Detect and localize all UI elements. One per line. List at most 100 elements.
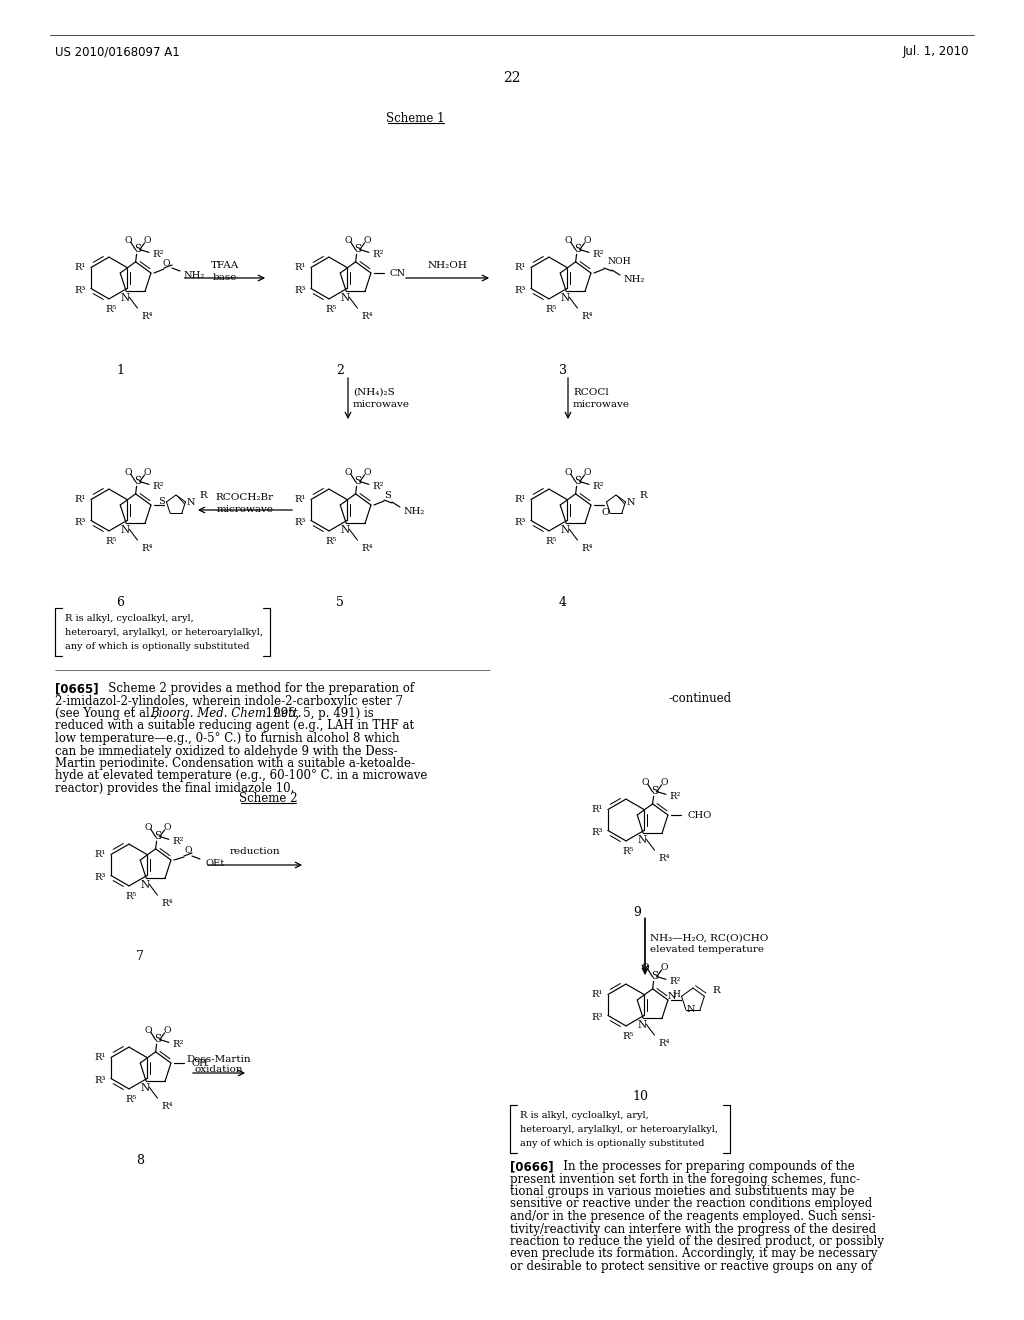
Text: 22: 22	[503, 71, 521, 84]
Text: O: O	[584, 469, 591, 478]
Text: sensitive or reactive under the reaction conditions employed: sensitive or reactive under the reaction…	[510, 1197, 872, 1210]
Text: R¹: R¹	[514, 495, 526, 504]
Text: Bioorg. Med. Chem. Lett.: Bioorg. Med. Chem. Lett.	[150, 708, 301, 719]
Text: O: O	[144, 824, 152, 833]
Text: base: base	[213, 272, 238, 281]
Text: 2-imidazol-2-ylindoles, wherein indole-2-carboxylic ester 7: 2-imidazol-2-ylindoles, wherein indole-2…	[55, 694, 403, 708]
Text: hyde at elevated temperature (e.g., 60-100° C. in a microwave: hyde at elevated temperature (e.g., 60-1…	[55, 770, 427, 783]
Text: oxidation: oxidation	[195, 1065, 244, 1074]
Text: S: S	[154, 830, 161, 841]
Text: O: O	[584, 236, 591, 246]
Text: O: O	[564, 469, 571, 478]
Text: R is alkyl, cycloalkyl, aryl,: R is alkyl, cycloalkyl, aryl,	[520, 1111, 649, 1119]
Text: Scheme 1: Scheme 1	[386, 111, 444, 124]
Text: R: R	[713, 986, 720, 995]
Text: 7: 7	[136, 950, 144, 964]
Text: R⁴: R⁴	[162, 899, 173, 908]
Text: NH₂: NH₂	[403, 507, 425, 516]
Text: S: S	[354, 475, 361, 486]
Text: R⁴: R⁴	[658, 854, 670, 863]
Text: R³: R³	[94, 1076, 105, 1085]
Text: N: N	[560, 293, 569, 304]
Text: elevated temperature: elevated temperature	[650, 945, 764, 954]
Text: reaction to reduce the yield of the desired product, or possibly: reaction to reduce the yield of the desi…	[510, 1236, 884, 1247]
Text: R²: R²	[153, 249, 164, 259]
Text: OH: OH	[191, 1059, 209, 1068]
Text: R⁵: R⁵	[125, 892, 136, 900]
Text: S: S	[154, 1034, 161, 1044]
Text: heteroaryl, arylalkyl, or heteroarylalkyl,: heteroaryl, arylalkyl, or heteroarylalky…	[520, 1125, 718, 1134]
Text: heteroaryl, arylalkyl, or heteroarylalkyl,: heteroaryl, arylalkyl, or heteroarylalky…	[65, 628, 263, 638]
Text: N: N	[638, 836, 647, 845]
Text: (see Young et al.,: (see Young et al.,	[55, 708, 161, 719]
Text: S: S	[574, 244, 582, 253]
Text: 2: 2	[336, 363, 344, 376]
Text: R⁵: R⁵	[105, 305, 117, 314]
Text: R⁵: R⁵	[546, 305, 557, 314]
Text: 1995, 5, p. 491) is: 1995, 5, p. 491) is	[262, 708, 374, 719]
Text: O: O	[163, 1027, 171, 1035]
Text: R³: R³	[514, 517, 526, 527]
Text: N: N	[186, 499, 195, 507]
Text: 3: 3	[559, 363, 567, 376]
Text: R is alkyl, cycloalkyl, aryl,: R is alkyl, cycloalkyl, aryl,	[65, 614, 194, 623]
Text: microwave: microwave	[353, 400, 410, 409]
Text: N: N	[341, 525, 349, 535]
Text: S: S	[651, 785, 658, 796]
Text: R¹: R¹	[94, 1053, 105, 1063]
Text: S: S	[134, 475, 141, 486]
Text: S: S	[385, 491, 391, 499]
Text: R²: R²	[373, 482, 384, 491]
Text: N: N	[627, 499, 635, 507]
Text: O: O	[124, 469, 132, 478]
Text: R³: R³	[295, 286, 306, 294]
Text: even preclude its formation. Accordingly, it may be necessary: even preclude its formation. Accordingly…	[510, 1247, 878, 1261]
Text: any of which is optionally substituted: any of which is optionally substituted	[65, 642, 250, 651]
Text: 4: 4	[559, 595, 567, 609]
Text: R³: R³	[75, 517, 86, 527]
Text: R: R	[639, 491, 647, 500]
Text: N: N	[140, 1084, 150, 1093]
Text: any of which is optionally substituted: any of which is optionally substituted	[520, 1139, 705, 1148]
Text: O: O	[564, 236, 571, 246]
Text: R⁴: R⁴	[141, 312, 153, 321]
Text: 10: 10	[632, 1090, 648, 1104]
Text: microwave: microwave	[573, 400, 630, 409]
Text: R²: R²	[173, 1040, 184, 1049]
Text: low temperature—e.g., 0-5° C.) to furnish alcohol 8 which: low temperature—e.g., 0-5° C.) to furnis…	[55, 733, 399, 744]
Text: CHO: CHO	[688, 810, 713, 820]
Text: microwave: microwave	[216, 504, 273, 513]
Text: R⁴: R⁴	[582, 544, 593, 553]
Text: N: N	[687, 1006, 695, 1014]
Text: CN: CN	[390, 268, 407, 277]
Text: R⁵: R⁵	[623, 847, 634, 855]
Text: reduced with a suitable reducing agent (e.g., LAH in THF at: reduced with a suitable reducing agent (…	[55, 719, 414, 733]
Text: Dess-Martin: Dess-Martin	[186, 1055, 251, 1064]
Text: O: O	[641, 964, 649, 973]
Text: O: O	[660, 964, 668, 973]
Text: NH₂: NH₂	[624, 275, 645, 284]
Text: O: O	[344, 236, 352, 246]
Text: 9: 9	[633, 906, 641, 919]
Text: O: O	[124, 236, 132, 246]
Text: R: R	[200, 491, 207, 500]
Text: R²: R²	[670, 792, 681, 801]
Text: R⁴: R⁴	[141, 544, 153, 553]
Text: S: S	[651, 970, 658, 981]
Text: R¹: R¹	[295, 495, 306, 504]
Text: N: N	[560, 525, 569, 535]
Text: R²: R²	[373, 249, 384, 259]
Text: R⁴: R⁴	[582, 312, 593, 321]
Text: O: O	[184, 846, 191, 854]
Text: N: N	[668, 991, 676, 1001]
Text: Scheme 2: Scheme 2	[239, 792, 297, 804]
Text: US 2010/0168097 A1: US 2010/0168097 A1	[55, 45, 180, 58]
Text: 1: 1	[116, 363, 124, 376]
Text: R³: R³	[592, 1012, 603, 1022]
Text: [0666]: [0666]	[510, 1160, 554, 1173]
Text: R²: R²	[173, 837, 184, 846]
Text: Martin periodinite. Condensation with a suitable a-ketoalde-: Martin periodinite. Condensation with a …	[55, 756, 415, 770]
Text: [0665]: [0665]	[55, 682, 98, 696]
Text: R⁴: R⁴	[361, 312, 373, 321]
Text: present invention set forth in the foregoing schemes, func-: present invention set forth in the foreg…	[510, 1172, 860, 1185]
